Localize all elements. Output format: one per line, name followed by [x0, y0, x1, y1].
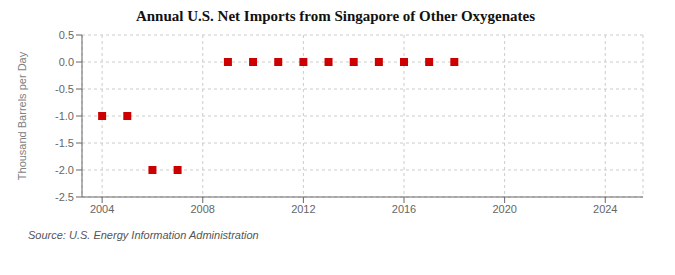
html-text:Source: U.S. Energy Informatio: Source: U.S. Energy Information Administ…: [28, 229, 259, 241]
svg-text:Thousand Barrels per Day: Thousand Barrels per Day: [16, 51, 28, 180]
svg-text:-2.0: -2.0: [55, 164, 74, 176]
svg-text:-1.5: -1.5: [55, 137, 74, 149]
svg-text:-2.5: -2.5: [55, 191, 74, 203]
svg-text:2004: 2004: [90, 203, 114, 215]
svg-text:2012: 2012: [291, 203, 315, 215]
html-text:Annual U.S. Net Imports from S: Annual U.S. Net Imports from Singapore o…: [135, 8, 536, 24]
svg-text:0.0: 0.0: [59, 56, 74, 68]
svg-text:2016: 2016: [392, 203, 416, 215]
svg-text:2020: 2020: [492, 203, 516, 215]
svg-text:2008: 2008: [191, 203, 215, 215]
svg-text:0.5: 0.5: [59, 29, 74, 41]
svg-text:-1.0: -1.0: [55, 110, 74, 122]
svg-text:2024: 2024: [593, 203, 617, 215]
svg-text:-0.5: -0.5: [55, 83, 74, 95]
